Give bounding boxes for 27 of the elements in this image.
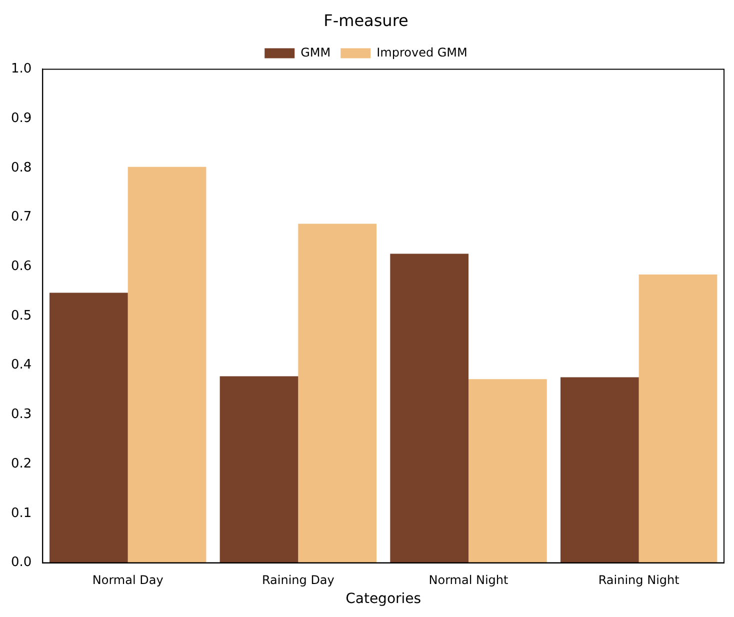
bar xyxy=(220,376,298,563)
bar xyxy=(128,166,206,563)
y-tick-label: 0.7 xyxy=(10,210,32,225)
bar xyxy=(468,379,547,563)
legend-label: Improved GMM xyxy=(376,45,468,60)
bar xyxy=(560,377,639,563)
x-tick-label: Normal Night xyxy=(428,573,509,588)
bar xyxy=(638,274,718,563)
bar xyxy=(390,254,469,563)
y-tick-label: 0.4 xyxy=(10,358,32,373)
y-tick-label: 0.2 xyxy=(10,456,32,472)
chart-title: F-measure xyxy=(324,10,408,30)
y-tick-label: 0.5 xyxy=(10,308,32,324)
bar xyxy=(298,224,377,563)
y-tick-label: 0.1 xyxy=(10,506,32,521)
x-tick-label: Raining Night xyxy=(598,573,680,588)
y-tick-label: 0.3 xyxy=(10,407,32,422)
x-tick-label: Normal Day xyxy=(92,573,164,588)
y-tick-label: 1.0 xyxy=(10,62,32,77)
y-tick-label: 0.6 xyxy=(10,259,32,274)
bar xyxy=(49,292,128,563)
legend-label: GMM xyxy=(300,45,331,60)
x-tick-label: Raining Day xyxy=(262,573,334,588)
y-tick-label: 0.9 xyxy=(10,110,32,126)
x-axis-title: Categories xyxy=(346,591,422,608)
y-tick-label: 0.8 xyxy=(10,160,32,176)
y-tick-label: 0.0 xyxy=(10,555,32,570)
